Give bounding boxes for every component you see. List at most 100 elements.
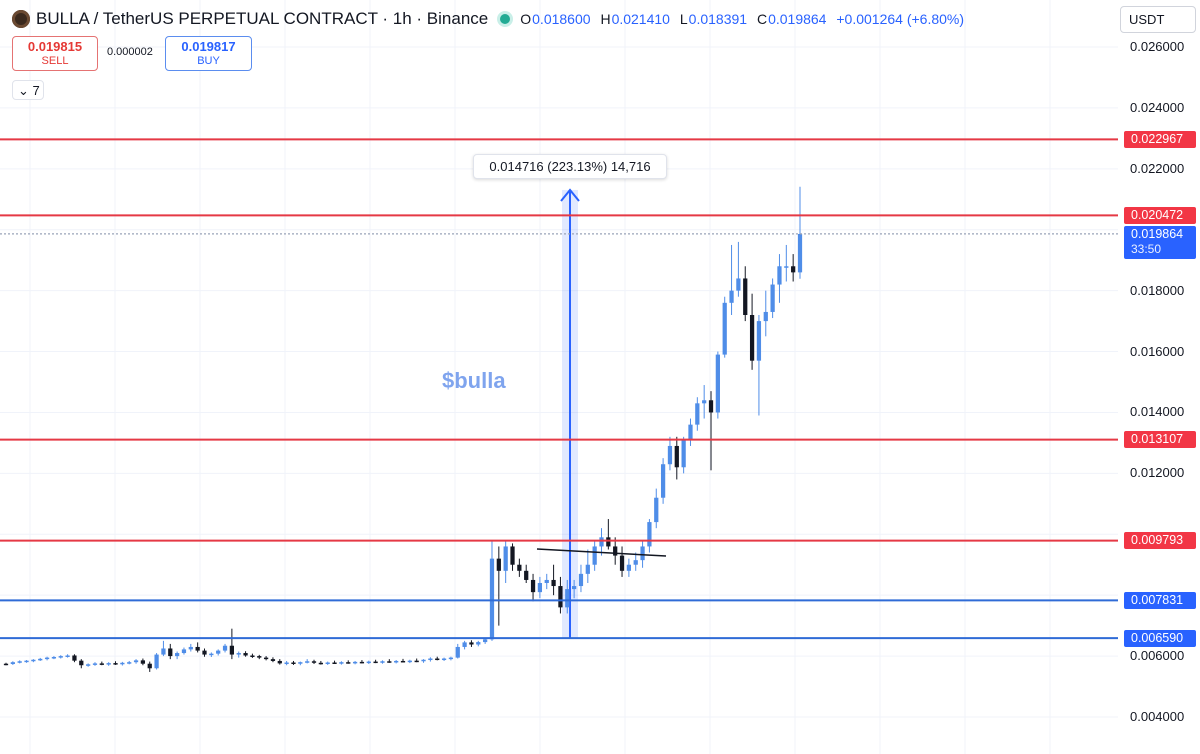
candle: [722, 296, 727, 358]
candle: [222, 643, 228, 653]
candle: [695, 397, 700, 431]
currency-selector[interactable]: USDT: [1120, 6, 1196, 33]
candle: [346, 660, 351, 664]
candle: [626, 558, 632, 577]
candle-body: [120, 662, 125, 665]
candle: [147, 661, 152, 672]
candle: [133, 659, 139, 664]
candle-body: [585, 564, 590, 574]
candle: [770, 278, 775, 319]
candle-body: [257, 656, 262, 658]
candle: [31, 659, 36, 663]
candle: [736, 241, 741, 297]
candle: [647, 519, 652, 553]
candle-body: [551, 579, 556, 587]
candle: [373, 659, 378, 664]
candle-body: [325, 662, 330, 664]
market-status-icon: [500, 14, 511, 24]
candle-body: [476, 642, 481, 645]
candle: [565, 579, 570, 614]
y-axis-tick-label: 0.014000: [1130, 404, 1185, 420]
candle: [65, 654, 70, 658]
candle-body: [113, 663, 118, 665]
candle-body: [448, 657, 454, 660]
candle-body: [606, 537, 611, 547]
candle: [44, 656, 50, 661]
candle: [79, 659, 84, 669]
candle-body: [695, 403, 700, 425]
price-range-measure[interactable]: [560, 188, 580, 639]
candle: [38, 657, 43, 661]
candle-body: [92, 663, 98, 665]
sell-button[interactable]: 0.019815 SELL: [12, 36, 98, 71]
candle: [743, 266, 748, 322]
candle: [633, 552, 638, 571]
candle: [394, 660, 399, 664]
candle: [263, 656, 269, 661]
candle: [257, 654, 262, 660]
candle-body: [592, 546, 597, 565]
candle-body: [722, 302, 727, 355]
candle-body: [318, 662, 323, 665]
candle-body: [421, 659, 426, 662]
level-price-tag: 0.009793: [1124, 532, 1196, 550]
candle-body: [777, 266, 782, 285]
trendline-drawing[interactable]: [536, 548, 667, 557]
candle-body: [667, 445, 673, 465]
candle: [120, 661, 125, 666]
y-axis-tick-label: 0.016000: [1130, 343, 1185, 359]
candle: [216, 649, 221, 656]
candle-body: [530, 579, 536, 593]
level-price-tag: 0.020472: [1124, 206, 1196, 224]
candle-body: [147, 663, 152, 669]
candle-body: [133, 660, 139, 663]
trendline[interactable]: [536, 548, 667, 557]
y-axis-tick-label: 0.006000: [1130, 648, 1185, 664]
y-axis-tick-label: 0.024000: [1130, 99, 1185, 115]
candle: [496, 546, 501, 626]
candle-body: [633, 560, 638, 565]
price-change: +0.001264 (+6.80%): [836, 11, 965, 27]
candle-body: [407, 660, 412, 663]
candle-body: [38, 658, 43, 661]
candle-body: [428, 658, 433, 661]
candle-body: [31, 659, 36, 662]
symbol-title[interactable]: BULLA / TetherUS PERPETUAL CONTRACT · 1h…: [36, 9, 489, 28]
candle-body: [674, 445, 679, 468]
chart-annotation-text[interactable]: $bulla: [442, 368, 506, 393]
candle-body: [373, 661, 378, 664]
candle: [318, 660, 323, 665]
candle: [544, 573, 549, 590]
candle-body: [544, 579, 549, 583]
horizontal-levels[interactable]: [0, 138, 1118, 640]
candle-body: [86, 664, 91, 666]
candle-body: [613, 546, 618, 556]
buy-label: BUY: [197, 55, 220, 67]
candle: [229, 628, 235, 660]
ohlc-open-value: 0.018600: [532, 11, 591, 27]
candle-body: [736, 278, 741, 291]
candle: [469, 640, 474, 647]
candle-body: [195, 646, 200, 651]
candle: [578, 564, 584, 593]
candle-body: [229, 645, 235, 655]
candle: [428, 657, 433, 662]
indicators-toggle-button[interactable]: ⌄ 7: [12, 80, 44, 100]
candles-group: [3, 186, 803, 672]
candle: [756, 315, 762, 416]
candle-body: [483, 639, 488, 643]
candle: [3, 662, 9, 666]
buy-button[interactable]: 0.019817 BUY: [165, 36, 252, 71]
candle: [407, 659, 412, 664]
candle-body: [243, 653, 248, 656]
candle-body: [154, 654, 159, 669]
candle-body: [291, 662, 296, 664]
candle-body: [3, 663, 9, 666]
indicators-count: 7: [32, 83, 40, 98]
candle: [797, 186, 803, 279]
candle-body: [359, 661, 365, 664]
level-price-tag: 0.022967: [1124, 130, 1196, 148]
candle-body: [387, 661, 392, 663]
candle: [462, 640, 467, 650]
